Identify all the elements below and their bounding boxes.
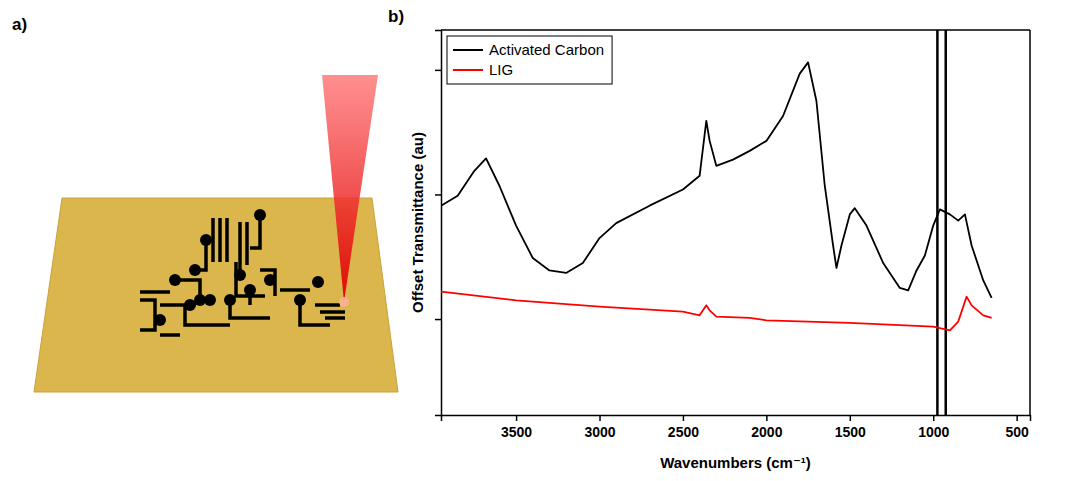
trace bbox=[315, 303, 340, 307]
x-tick-label: 3000 bbox=[584, 424, 615, 440]
x-tick-mark bbox=[599, 415, 601, 421]
x-tick: 1000 bbox=[918, 415, 949, 440]
y-axis bbox=[435, 31, 442, 416]
x-tick-mark bbox=[1016, 415, 1018, 421]
trace bbox=[238, 222, 242, 275]
y-tick bbox=[435, 319, 441, 320]
pad bbox=[184, 299, 196, 311]
x-tick: 2500 bbox=[668, 415, 699, 440]
panel-b: b) 3500 3000 2500 2000 1500 1000 500 Wavenumbers… bbox=[388, 7, 1031, 471]
pad bbox=[294, 294, 306, 306]
pad bbox=[189, 264, 201, 276]
y-tick-mark bbox=[435, 70, 441, 72]
panel-label: a) bbox=[12, 15, 27, 34]
legend-swatch bbox=[453, 49, 483, 51]
plot-marks bbox=[441, 30, 992, 415]
x-tick: 3000 bbox=[584, 415, 615, 440]
legend-label: Activated Carbon bbox=[489, 41, 604, 58]
x-tick-label: 1000 bbox=[918, 424, 949, 440]
x-tick: 3500 bbox=[501, 415, 532, 440]
y-axis-line bbox=[435, 31, 442, 416]
y-axis-title: Offset Transmittance (au) bbox=[409, 132, 426, 313]
reference-line bbox=[936, 30, 939, 415]
x-axis-line bbox=[442, 416, 1031, 422]
x-tick-mark bbox=[766, 415, 768, 421]
x-tick: 1500 bbox=[835, 415, 866, 440]
pad bbox=[224, 294, 236, 306]
y-tick-mark bbox=[435, 319, 441, 321]
trace bbox=[260, 270, 275, 296]
x-tick: 2000 bbox=[751, 415, 782, 440]
trace bbox=[320, 310, 345, 314]
y-tick-mark bbox=[435, 194, 441, 196]
x-tick-label: 1500 bbox=[835, 424, 866, 440]
trace bbox=[140, 290, 170, 294]
x-tick-mark bbox=[516, 415, 518, 421]
pad bbox=[244, 284, 256, 296]
pad bbox=[234, 269, 246, 281]
trace bbox=[245, 222, 249, 265]
trace bbox=[280, 288, 310, 292]
figure: a) b) 3500 3000 2500 2000 1500 1000 500 Wavenumbe… bbox=[0, 0, 1085, 481]
x-tick-label: 2500 bbox=[668, 424, 699, 440]
y-tick bbox=[435, 194, 441, 195]
x-axis-title: Wavenumbers (cm⁻¹) bbox=[660, 454, 811, 471]
legend: Activated Carbon LIG bbox=[447, 36, 612, 84]
laser-beam bbox=[322, 75, 378, 302]
panel-label: b) bbox=[388, 7, 404, 26]
laser-spot bbox=[339, 297, 349, 307]
legend-swatch bbox=[453, 69, 483, 71]
trace bbox=[325, 316, 345, 320]
circuit-traces bbox=[140, 215, 345, 335]
trace bbox=[218, 218, 222, 262]
x-tick-label: 500 bbox=[1005, 424, 1029, 440]
pad bbox=[264, 274, 276, 286]
x-tick-mark bbox=[850, 415, 852, 421]
x-axis: 3500 3000 2500 2000 1500 1000 500 bbox=[442, 415, 1031, 440]
x-tick: 500 bbox=[1005, 415, 1029, 440]
x-tick-label: 2000 bbox=[751, 424, 782, 440]
frame-top bbox=[441, 29, 1030, 31]
pad bbox=[200, 234, 212, 246]
pad bbox=[254, 209, 266, 221]
series-line bbox=[441, 62, 992, 297]
reference-line bbox=[944, 30, 947, 415]
panel-a: a) bbox=[12, 15, 398, 392]
trace bbox=[140, 300, 155, 330]
pad bbox=[204, 294, 216, 306]
x-tick-mark bbox=[933, 415, 935, 421]
legend-box bbox=[447, 36, 612, 84]
y-tick bbox=[435, 70, 441, 71]
x-tick-mark bbox=[683, 415, 685, 421]
series-line bbox=[441, 292, 992, 331]
frame-right bbox=[1029, 30, 1031, 415]
pad bbox=[154, 314, 166, 326]
x-tick-label: 3500 bbox=[501, 424, 532, 440]
legend-label: LIG bbox=[489, 61, 513, 78]
trace bbox=[225, 218, 229, 262]
pad bbox=[169, 274, 181, 286]
trace bbox=[160, 333, 180, 337]
pad bbox=[312, 276, 324, 288]
